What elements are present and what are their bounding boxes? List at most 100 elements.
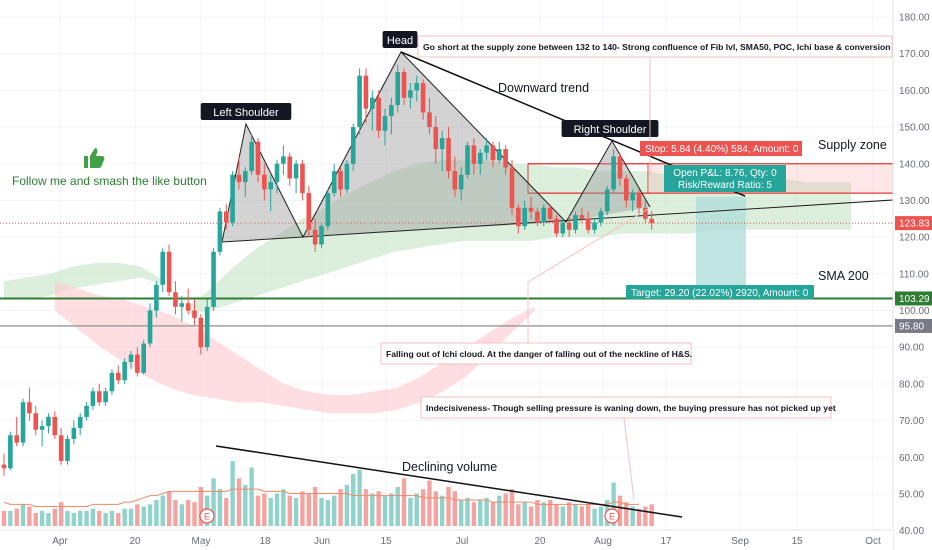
candle-body [636, 193, 642, 208]
volume-bar [255, 495, 261, 526]
declining-volume-label: Declining volume [402, 460, 497, 474]
declining-volume-line [215, 445, 683, 518]
volume-bar [116, 513, 121, 526]
volume-bar [478, 500, 483, 526]
candlesticks [1, 64, 654, 476]
volume-bar [14, 508, 19, 526]
candle-body [230, 174, 235, 223]
volume-bar [243, 484, 248, 526]
candle-body [84, 405, 89, 417]
time-axis-tick: Jul [456, 536, 469, 547]
volume-bar [433, 491, 438, 526]
candle-body [141, 343, 146, 373]
candle-body [522, 207, 527, 227]
price-label-bg [895, 216, 932, 231]
volume-bar [484, 497, 489, 526]
volume-bar [509, 489, 515, 526]
volume-bar [497, 495, 502, 526]
head-label-bg [382, 31, 418, 48]
price-axis[interactable]: 180.00 170.00 160.00 150.00 140.00 130.00 120.… [892, 0, 932, 550]
candle-body [147, 310, 153, 344]
volume-bar [90, 508, 96, 526]
price-axis-tick: 60.00 [899, 453, 924, 464]
candle-body [611, 156, 616, 190]
candle-body [477, 152, 483, 164]
volume-bar [598, 506, 604, 526]
volume-bar [541, 502, 546, 526]
time-axis-tick: 20 [129, 536, 141, 547]
volume-bar [230, 461, 235, 526]
volume-moving-average [3, 488, 639, 507]
top-note-text: Go short at the supply zone between 132 … [423, 42, 908, 52]
candle-body [630, 193, 635, 201]
volume-bar [471, 502, 477, 526]
target-zone-fill [696, 196, 746, 297]
volume-bar [370, 493, 375, 526]
candle-body [370, 97, 375, 109]
price-axis-tick: 50.00 [899, 489, 924, 500]
time-axis-tick: 17 [660, 536, 672, 547]
time-axis[interactable]: Apr 20 May 18 Jun 15 Jul 20 Aug 17 Sep 15 Oct [0, 529, 893, 550]
volume-bar [535, 500, 540, 526]
indecisive-note-text: Indecisiveness- Though selling pressure … [426, 403, 836, 413]
candle-body [274, 163, 280, 183]
candle-body [103, 391, 108, 403]
price-axis-tick: 90.00 [899, 343, 924, 354]
candle-body [281, 156, 286, 164]
candle-body [166, 251, 172, 293]
candle-body [573, 215, 578, 230]
open-pnl-text: Open P&L: 8.76, Qty: 0 [673, 168, 777, 179]
volume-bar [268, 497, 273, 526]
volume-bar [643, 506, 648, 526]
candle-body [14, 435, 19, 443]
volume-bar [547, 500, 553, 526]
candle-body [236, 174, 242, 183]
candle-body [585, 218, 591, 230]
earnings-marker-icon[interactable] [199, 508, 215, 524]
volume-bar [465, 497, 470, 526]
volume-bar [579, 506, 585, 526]
candle-body [65, 438, 70, 461]
chart-annotations: Head Left Shoulder Right Shoulder Go short … [12, 31, 908, 524]
volume-bar [154, 500, 159, 526]
volume-bar [236, 478, 242, 526]
volume-bar [586, 504, 591, 526]
time-axis-tick: Jun [314, 536, 330, 547]
neckline-left [221, 236, 304, 243]
volume-bar [408, 497, 413, 526]
volume-bar [630, 506, 635, 526]
top-note-box [417, 35, 893, 58]
volume-bars [1, 461, 654, 526]
candle-body [363, 75, 369, 109]
volume-bar [58, 502, 64, 526]
candle-body [420, 83, 426, 113]
candle-body [306, 193, 312, 230]
thumbs-up-icon [84, 148, 105, 168]
price-axis-tick: 70.00 [899, 416, 924, 427]
volume-bar [332, 495, 337, 526]
candle-body [592, 222, 597, 230]
candle-body [433, 127, 439, 150]
ichi-note-text: Falling out of Ichi cloud. At the danger… [386, 349, 692, 359]
candle-body [185, 303, 191, 311]
price-axis-bg [893, 0, 932, 550]
time-axis-tick: 15 [791, 536, 803, 547]
volume-bar [287, 495, 292, 526]
candle-body [357, 75, 362, 128]
target-text: Target: 29.20 (22.02%) 2920, Amount: 0 [631, 288, 809, 299]
volume-bar [71, 513, 77, 526]
candle-body [39, 426, 45, 430]
volume-bar [452, 491, 458, 526]
volume-bar [446, 487, 451, 526]
price-label-bg [895, 318, 932, 333]
volume-bar [84, 510, 89, 526]
volume-bar [20, 504, 26, 526]
earnings-marker-icon[interactable] [604, 508, 620, 524]
price-axis-tick: 140.00 [899, 159, 930, 170]
candle-body [490, 145, 496, 161]
like-text: Follow me and smash the like button [12, 174, 207, 188]
candle-body [547, 207, 553, 219]
time-axis-tick: 18 [259, 536, 271, 547]
candle-body [33, 413, 39, 430]
